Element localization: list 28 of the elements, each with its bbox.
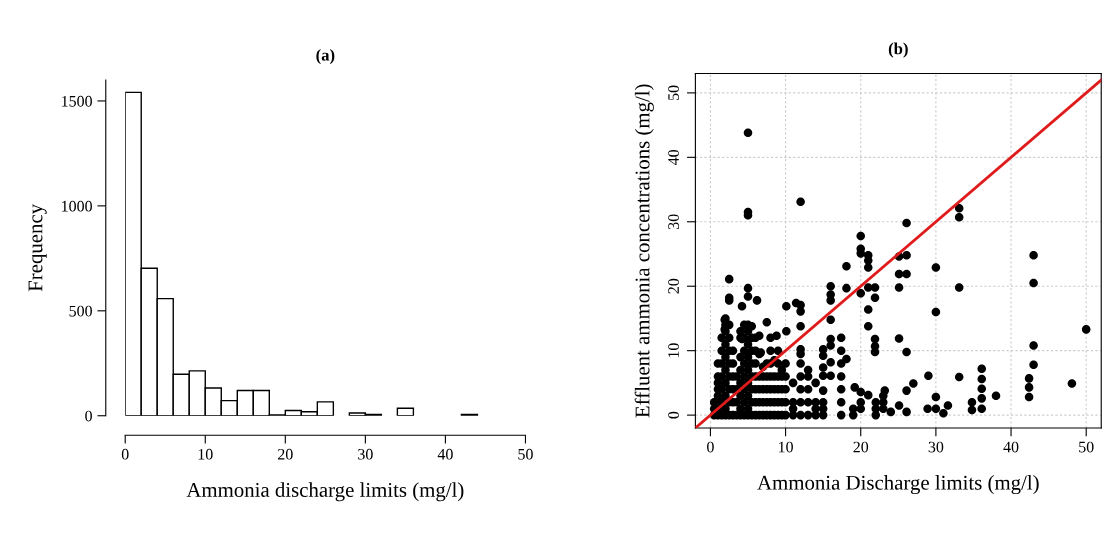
y-tick-label: 30: [668, 214, 679, 229]
chart-title: (b): [888, 42, 908, 58]
x-tick-label: 0: [707, 441, 714, 453]
x-tick-label: 30: [928, 441, 944, 453]
y-tick-label: 0: [85, 410, 92, 422]
x-tick-label: 40: [437, 448, 453, 460]
y-tick-label: 20: [668, 278, 679, 294]
y-tick-label: 50: [668, 85, 679, 100]
y-tick-label: 40: [668, 149, 679, 166]
y-tick-label: 500: [69, 305, 92, 317]
x-tick-label: 30: [358, 448, 373, 460]
x-axis-title: Ammonia discharge limits (mg/l): [186, 482, 464, 502]
y-tick-label: 0: [668, 411, 679, 419]
y-axis-title: Frequency: [28, 203, 47, 292]
y-tick-label: 1000: [62, 200, 92, 212]
x-tick-label: 20: [278, 448, 293, 460]
y-tick-label: 1500: [62, 95, 92, 107]
y-tick-label: 10: [668, 343, 679, 358]
x-axis-title: Ammonia Discharge limits (mg/l): [757, 475, 1039, 495]
chart-title: (a): [316, 48, 335, 65]
x-tick-label: 0: [121, 448, 129, 460]
x-tick-label: 10: [779, 441, 793, 453]
x-tick-label: 20: [853, 441, 869, 453]
x-tick-label: 10: [198, 448, 213, 460]
y-axis-title: Effluent ammonia concentrations (mg/l): [634, 84, 654, 418]
x-tick-label: 50: [1079, 441, 1094, 453]
x-tick-label: 40: [1003, 441, 1019, 453]
x-tick-label: 50: [518, 448, 533, 460]
